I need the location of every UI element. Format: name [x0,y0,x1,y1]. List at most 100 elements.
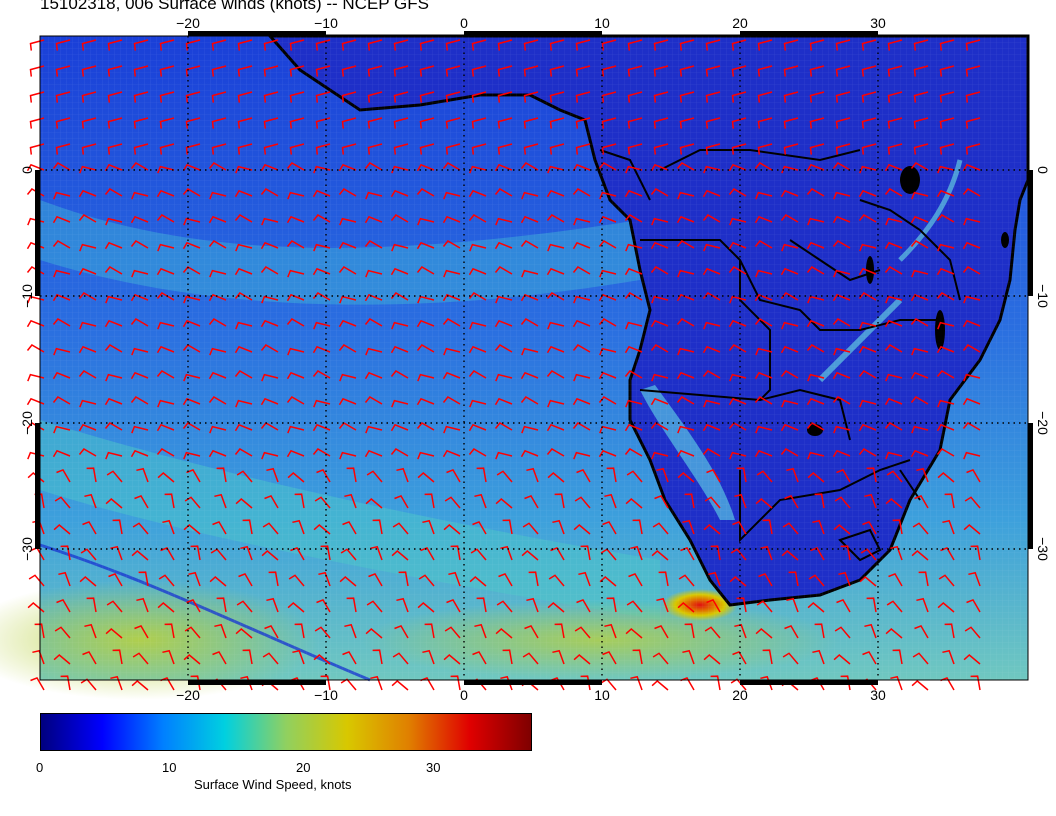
wind-barb [807,472,825,483]
wind-barb [105,295,123,304]
wind-barb [547,165,565,174]
wind-barb [677,472,695,483]
wind-barb [552,519,565,535]
wind-barb [754,240,773,249]
wind-barb [782,652,799,665]
wind-barb [887,65,903,77]
wind-barb [316,468,331,483]
wind-barb [156,448,175,457]
y-tick-left: −20 [19,411,35,435]
wind-barb [60,545,71,561]
wind-barb [184,496,201,509]
wind-barb [679,143,695,155]
wind-barb [422,649,435,665]
wind-barb [292,519,305,535]
wind-barb [651,451,669,460]
wind-barb [858,448,877,457]
wind-barb [812,519,825,535]
wind-barb [858,189,877,198]
wind-barb [781,165,799,174]
wind-barb [760,545,773,561]
wind-barb [442,449,461,458]
wind-barb [81,39,97,51]
wind-barb [419,143,435,155]
wind-barb [918,571,929,587]
wind-barb [494,241,513,250]
wind-barb [546,189,565,198]
wind-barb [702,370,721,379]
wind-barb [632,649,643,665]
wind-barb [552,649,565,665]
wind-barb [523,143,539,155]
wind-barb [419,117,435,129]
wind-barb [212,650,227,665]
wind-barb [446,598,461,613]
wind-barb [390,345,409,354]
wind-barb [576,468,591,483]
wind-barb [367,91,383,103]
wind-barb [760,675,773,691]
wind-barb [364,240,383,249]
wind-barb [130,240,149,249]
wind-barb [294,493,305,509]
wind-barb [756,470,773,483]
colorbar-tick: 0 [36,760,44,775]
wind-barb [705,143,721,155]
wind-barb [261,451,279,460]
wind-barb [806,163,825,172]
wind-barb [80,548,97,561]
wind-barb [82,520,97,535]
wind-barb [130,371,149,380]
wind-barb [286,396,305,405]
wind-barb [653,143,669,155]
wind-barb [502,649,513,665]
wind-barb [340,548,357,561]
wind-barb [884,163,903,172]
wind-barb [185,65,201,77]
wind-barb [627,91,643,103]
wind-barb [781,550,799,561]
wind-barb [910,240,929,249]
wind-barb [472,520,487,535]
wind-barb [651,550,669,561]
wind-barb [234,370,253,379]
wind-barb [366,470,383,483]
wind-barb [237,117,253,129]
wind-barb [313,321,331,330]
wind-barb [858,267,877,276]
wind-barb [676,162,695,171]
wind-barb [468,189,487,198]
wind-barb [131,680,149,691]
wind-barb [861,39,877,51]
wind-barb [522,652,539,665]
wind-barb [728,241,747,250]
wind-barb [106,600,123,613]
wind-barb [965,143,981,155]
x-tick-bottom: 0 [460,687,468,700]
wind-barb [212,520,227,535]
wind-barb [237,143,253,155]
wind-barb [703,165,721,174]
wind-barb [630,675,643,691]
wind-barb [182,397,201,406]
wind-barb [704,496,721,509]
wind-barb [781,321,799,330]
wind-barb [546,370,565,379]
wind-barb [496,600,513,613]
wind-barb [754,162,773,171]
wind-barb [780,214,799,223]
wind-barb [833,347,851,356]
wind-barb [731,65,747,77]
wind-barb [520,293,539,302]
wind-barb [936,292,955,301]
wind-barb [624,214,643,223]
wind-barb [472,650,487,665]
wind-barb [754,215,773,224]
wind-barb [289,117,305,129]
wind-barb [53,347,71,356]
wind-barb [627,117,643,129]
wind-barb [235,628,253,639]
wind-barb [78,214,97,223]
wind-barb [468,267,487,276]
wind-barb [420,546,435,561]
